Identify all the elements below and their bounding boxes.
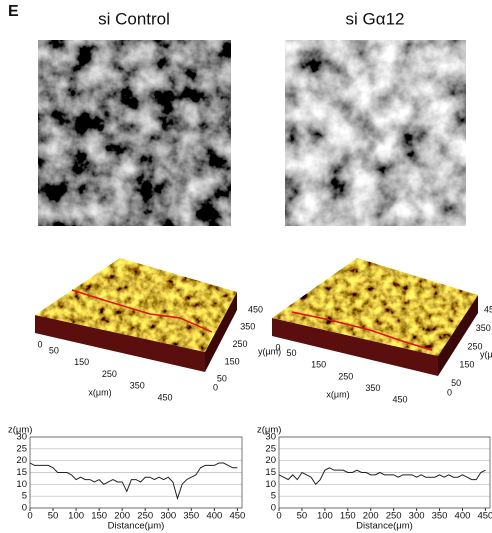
axis-label: z(μm) xyxy=(8,425,32,436)
y-tick-label: 10 xyxy=(16,479,27,490)
x-tick-label: 0 xyxy=(276,511,281,522)
y-tick-label: 350 xyxy=(240,322,255,332)
x-tick-label: 250 xyxy=(102,369,117,379)
surface-plot xyxy=(268,250,483,376)
y-tick-label: 5 xyxy=(22,491,27,502)
axis-label: x(μm) xyxy=(326,389,349,399)
x-tick-label: 450 xyxy=(157,392,172,402)
x-tick-label: 150 xyxy=(74,357,89,367)
y-tick-label: 0 xyxy=(271,503,276,514)
x-tick-label: 0 xyxy=(37,339,42,349)
x-tick-label: 50 xyxy=(48,511,59,522)
x-tick-label: 150 xyxy=(340,511,356,522)
y-tick-label: 25 xyxy=(265,443,276,454)
y-tick-label: 0 xyxy=(213,382,218,392)
x-tick-label: 0 xyxy=(27,511,32,522)
y-tick-label: 150 xyxy=(225,356,240,366)
x-tick-label: 150 xyxy=(311,360,326,370)
axis-label: y(μm) xyxy=(480,349,492,359)
y-tick-label: 0 xyxy=(22,503,27,514)
y-tick-label: 450 xyxy=(484,304,492,314)
micrograph xyxy=(38,40,231,226)
x-tick-label: 350 xyxy=(183,511,199,522)
x-tick-label: 400 xyxy=(206,511,222,522)
x-tick-label: 50 xyxy=(297,511,308,522)
x-tick-label: 250 xyxy=(338,371,353,381)
y-tick-label: 50 xyxy=(451,378,461,388)
surface-plot xyxy=(30,250,240,372)
figure-panel: E si Control si Gα12 0501502503504500501… xyxy=(0,0,492,533)
profile-line xyxy=(30,463,237,499)
panel-label: E xyxy=(8,3,19,20)
x-tick-label: 450 xyxy=(477,511,492,522)
axis-label: x(μm) xyxy=(88,387,111,397)
column-title: si Control xyxy=(98,9,170,28)
profile-line xyxy=(279,468,485,485)
x-tick-label: 100 xyxy=(68,511,84,522)
y-tick-label: 20 xyxy=(265,455,276,466)
axis-label: Distance(μm) xyxy=(108,521,165,532)
x-tick-label: 350 xyxy=(432,511,448,522)
x-tick-label: 350 xyxy=(365,383,380,393)
y-tick-label: 20 xyxy=(16,455,27,466)
x-tick-label: 350 xyxy=(130,381,145,391)
y-tick-label: 450 xyxy=(248,304,263,314)
y-tick-label: 150 xyxy=(459,360,474,370)
x-tick-label: 450 xyxy=(392,394,407,404)
x-tick-label: 150 xyxy=(91,511,107,522)
axis-label: Distance(μm) xyxy=(356,521,413,532)
y-tick-label: 5 xyxy=(271,491,276,502)
y-tick-label: 250 xyxy=(232,339,247,349)
y-tick-label: 25 xyxy=(16,443,27,454)
y-tick-label: 15 xyxy=(16,467,27,478)
x-tick-label: 0 xyxy=(275,342,280,352)
x-tick-label: 450 xyxy=(229,511,245,522)
x-tick-label: 50 xyxy=(287,348,297,358)
micrograph xyxy=(285,40,466,226)
x-tick-label: 100 xyxy=(317,511,333,522)
y-tick-label: 0 xyxy=(447,387,452,397)
x-tick-label: 400 xyxy=(455,511,471,522)
y-tick-label: 350 xyxy=(476,323,491,333)
y-tick-label: 10 xyxy=(265,479,276,490)
column-title: si Gα12 xyxy=(346,9,405,28)
y-tick-label: 15 xyxy=(265,467,276,478)
x-tick-label: 50 xyxy=(49,345,59,355)
axis-label: z(μm) xyxy=(257,425,281,436)
y-tick-label: 50 xyxy=(217,374,227,384)
